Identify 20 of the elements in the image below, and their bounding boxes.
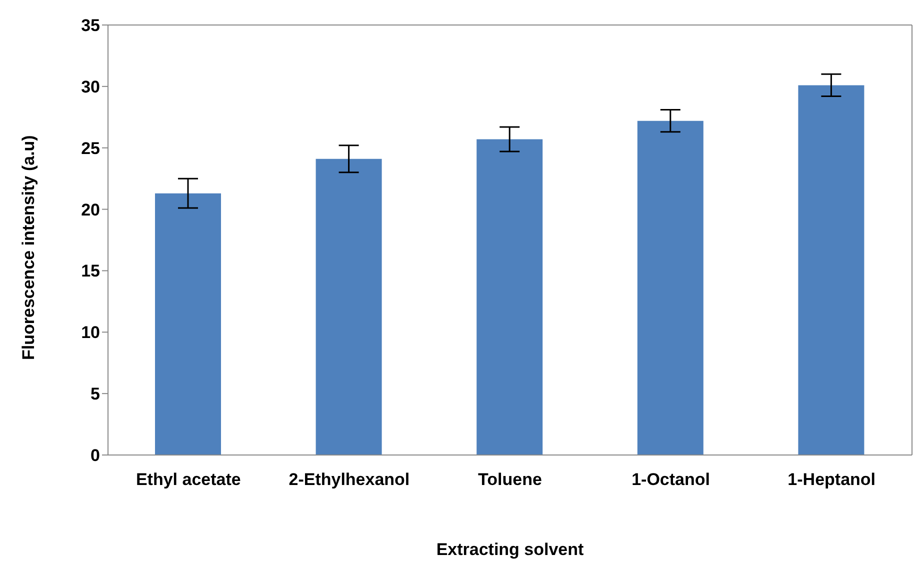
x-tick-label: 1-Heptanol bbox=[788, 470, 876, 490]
bar bbox=[637, 120, 704, 455]
y-axis-title: Fluorescence intensity (a.u) bbox=[19, 135, 38, 360]
y-tick-label: 20 bbox=[81, 200, 100, 220]
y-tick-label: 35 bbox=[81, 16, 100, 36]
bar bbox=[476, 139, 543, 455]
y-tick-label: 0 bbox=[90, 446, 100, 466]
bar bbox=[798, 85, 864, 455]
x-tick-label: Ethyl acetate bbox=[136, 470, 241, 490]
x-tick-label: 1-Octanol bbox=[632, 470, 710, 490]
y-tick-label: 15 bbox=[81, 262, 100, 281]
x-axis-title: Extracting solvent bbox=[436, 540, 584, 559]
bar bbox=[155, 193, 221, 455]
x-tick-label: Toluene bbox=[478, 470, 542, 490]
y-tick-label: 30 bbox=[81, 77, 100, 96]
y-tick-label: 10 bbox=[81, 323, 100, 342]
bar bbox=[316, 158, 382, 455]
x-tick-label: 2-Ethylhexanol bbox=[288, 470, 410, 490]
y-tick-label: 25 bbox=[81, 138, 100, 158]
y-tick-label: 5 bbox=[90, 384, 100, 404]
